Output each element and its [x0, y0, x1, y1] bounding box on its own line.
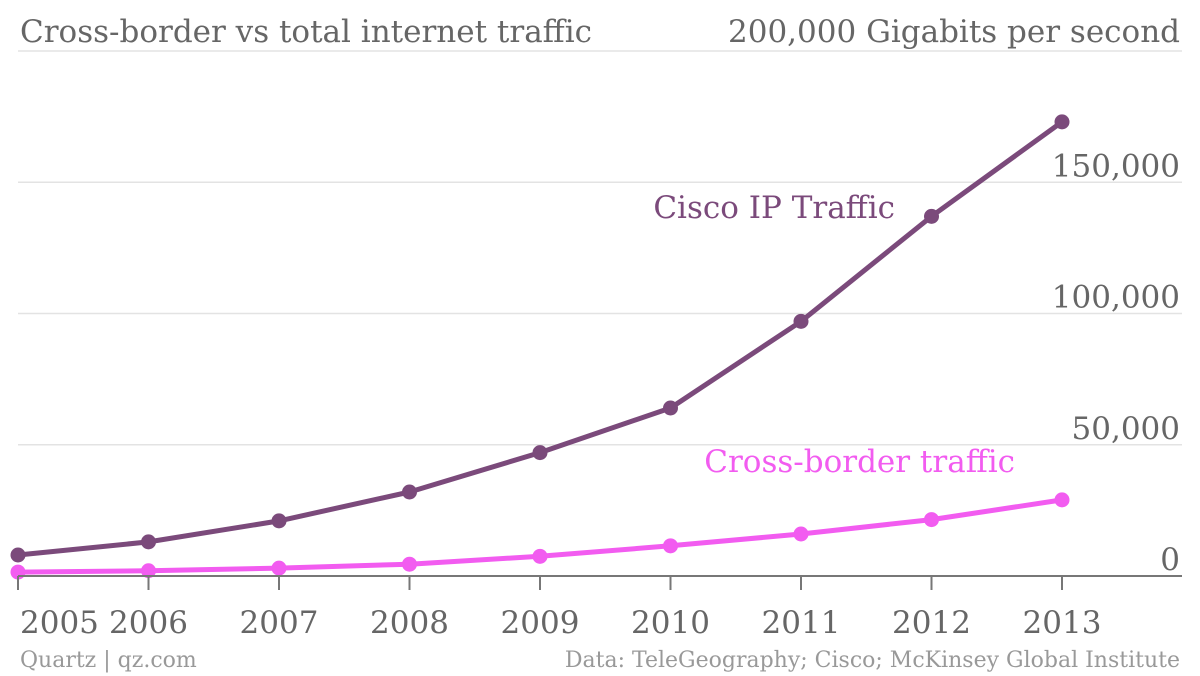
- data-point: [402, 484, 417, 500]
- gridlines: [18, 50, 1182, 446]
- y-axis-tick-labels: 0 50,000 100,000 150,000: [1052, 148, 1180, 578]
- y-tick-label: 0: [1160, 542, 1180, 578]
- x-tick-label: 2013: [1023, 605, 1102, 641]
- x-tick-label: 2007: [240, 605, 319, 641]
- data-point: [141, 563, 156, 579]
- y-tick-label: 150,000: [1052, 148, 1180, 184]
- y-tick-label: 100,000: [1052, 280, 1180, 316]
- data-point: [402, 556, 417, 572]
- data-point: [532, 445, 548, 461]
- data-point: [10, 547, 26, 563]
- x-tick-label: 2012: [892, 605, 971, 641]
- x-tick-label: 2011: [762, 605, 841, 641]
- series-label: Cross-border traffic: [704, 444, 1015, 480]
- footer-source-right: Data: TeleGeography; Cisco; McKinsey Glo…: [565, 648, 1180, 673]
- x-tick-label: 2008: [370, 605, 449, 641]
- data-point: [532, 548, 548, 564]
- x-tick-label: 2009: [501, 605, 580, 641]
- data-point: [1054, 492, 1070, 508]
- x-axis: 2005 2006 2007 2008 2009 2010 2011 2012 2013: [17, 575, 1182, 641]
- series-cisco-ip-traffic: Cisco IP Traffic: [10, 114, 1070, 563]
- footer-source-left: Quartz | qz.com: [20, 648, 197, 673]
- data-point: [271, 513, 287, 529]
- data-point: [663, 538, 678, 554]
- data-point: [924, 208, 939, 224]
- data-point: [793, 526, 809, 542]
- series-line: [15, 119, 1065, 558]
- series-label: Cisco IP Traffic: [653, 190, 895, 226]
- x-tick-label: 2006: [109, 605, 188, 641]
- data-point: [1054, 114, 1070, 130]
- x-tick-label: 2010: [631, 605, 710, 641]
- y-tick-label: 50,000: [1072, 411, 1180, 447]
- chart-title: Cross-border vs total internet traffic: [20, 14, 592, 50]
- data-point: [793, 313, 809, 329]
- unit-label: 200,000 Gigabits per second: [728, 14, 1180, 50]
- series-group: Cisco IP Traffic Cross-border traffic: [10, 114, 1070, 580]
- x-tick-label: 2005: [20, 605, 99, 641]
- data-point: [924, 512, 939, 528]
- data-point: [271, 560, 287, 576]
- data-point: [663, 400, 678, 416]
- data-point: [141, 534, 156, 550]
- series-cross-border-traffic: Cross-border traffic: [10, 444, 1070, 580]
